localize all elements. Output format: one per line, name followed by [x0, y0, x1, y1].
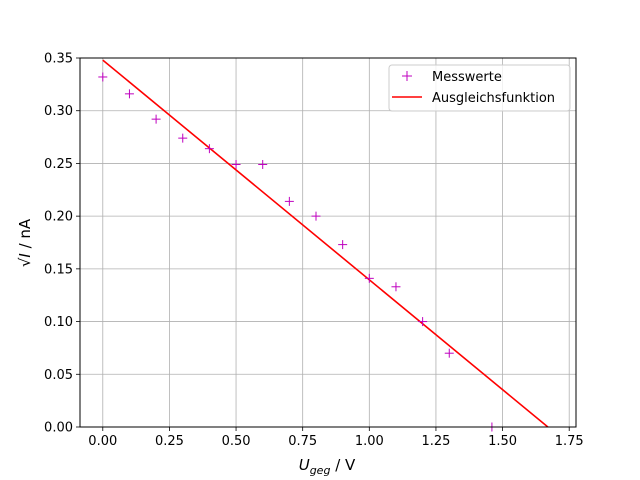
y-tick-label: 0.00 [44, 421, 73, 436]
data-point [204, 144, 214, 154]
y-tick-label: 0.35 [44, 52, 73, 67]
data-point [98, 72, 108, 82]
data-point [231, 159, 241, 169]
x-tick-label: 0.00 [88, 434, 117, 449]
data-point [391, 282, 401, 292]
axis-ticks: 0.00 0.25 0.50 0.75 1.00 1.25 1.50 1.75 0.00 0.05… [44, 52, 584, 450]
x-tick-label: 0.50 [222, 434, 251, 449]
data-point [178, 133, 188, 143]
x-tick-label: 1.75 [555, 434, 584, 449]
legend-label-messwerte: Messwerte [432, 70, 502, 85]
x-axis-label: Ugeg / V [299, 456, 356, 477]
data-point [364, 273, 374, 283]
y-tick-label: 0.30 [44, 104, 73, 119]
data-point [338, 240, 348, 250]
data-point [124, 89, 134, 99]
y-tick-label: 0.15 [44, 262, 73, 277]
x-tick-label: 1.25 [421, 434, 450, 449]
plot-series [98, 59, 549, 432]
x-tick-label: 1.50 [488, 434, 517, 449]
legend-marker-messwerte [402, 71, 412, 81]
data-point [444, 348, 454, 358]
y-tick-label: 0.10 [44, 315, 73, 330]
data-point [311, 211, 321, 221]
x-tick-label: 0.25 [155, 434, 184, 449]
legend: Messwerte Ausgleichsfunktion [388, 64, 571, 112]
x-tick-label: 1.00 [355, 434, 384, 449]
y-tick-label: 0.20 [44, 210, 73, 225]
fit-line [102, 59, 549, 427]
data-point [151, 114, 161, 124]
y-tick-label: 0.25 [44, 157, 73, 172]
data-point [284, 196, 294, 206]
x-tick-label: 0.75 [288, 434, 317, 449]
legend-box [388, 64, 571, 112]
y-axis-label: √I / nA [16, 218, 34, 267]
data-point [418, 317, 428, 327]
y-tick-label: 0.05 [44, 368, 73, 383]
grid [80, 57, 576, 428]
legend-label-ausgleichsfunktion: Ausgleichsfunktion [432, 91, 555, 106]
plot-frame [79, 57, 577, 428]
data-point [258, 159, 268, 169]
